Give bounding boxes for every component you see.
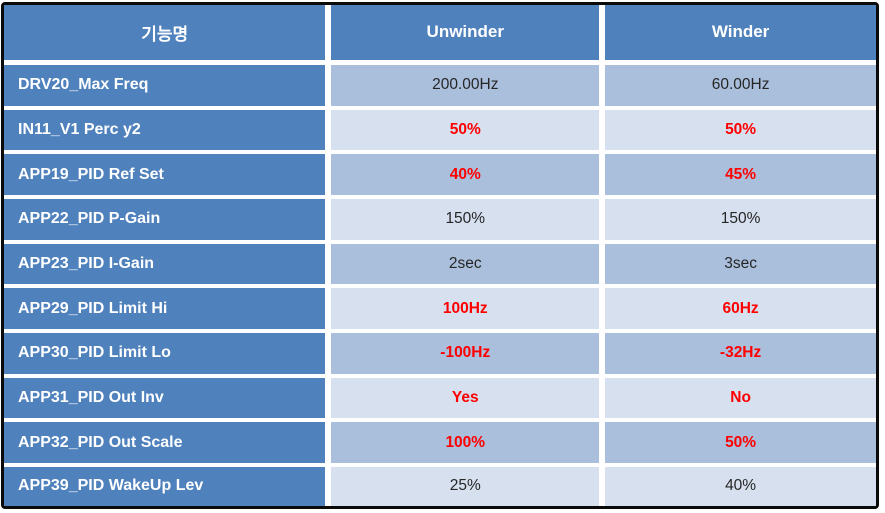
unwinder-value: 2sec	[328, 241, 606, 289]
unwinder-value: 200.00Hz	[328, 62, 606, 110]
unwinder-value: Yes	[328, 375, 606, 423]
winder-value: 60.00Hz	[602, 62, 876, 110]
winder-value: 150%	[602, 196, 876, 244]
row-label: DRV20_Max Freq	[4, 62, 332, 110]
row-label: APP23_PID I-Gain	[4, 241, 332, 289]
table-row: APP39_PID WakeUp Lev 25% 40%	[4, 464, 876, 506]
unwinder-value: 150%	[328, 196, 606, 244]
unwinder-value: -100Hz	[328, 330, 606, 378]
row-label: APP30_PID Limit Lo	[4, 330, 332, 378]
winder-value: 3sec	[602, 241, 876, 289]
table-row: APP19_PID Ref Set 40% 45%	[4, 152, 876, 199]
row-label: APP31_PID Out Inv	[4, 375, 332, 423]
table-row: APP30_PID Limit Lo -100Hz -32Hz	[4, 330, 876, 378]
unwinder-value: 100%	[328, 420, 606, 467]
row-label: APP32_PID Out Scale	[4, 420, 332, 467]
table-row: DRV20_Max Freq 200.00Hz 60.00Hz	[4, 62, 876, 110]
winder-value: 60Hz	[602, 286, 876, 333]
column-header-function-name: 기능명	[4, 5, 332, 65]
table-row: APP22_PID P-Gain 150% 150%	[4, 196, 876, 244]
row-label: APP39_PID WakeUp Lev	[4, 464, 332, 506]
header-row: 기능명 Unwinder Winder	[4, 5, 876, 65]
winder-value: 45%	[602, 152, 876, 199]
parameter-comparison-table: 기능명 Unwinder Winder DRV20_Max Freq 200.0…	[4, 5, 876, 506]
winder-value: 50%	[602, 420, 876, 467]
winder-value: 50%	[602, 107, 876, 155]
table-row: APP31_PID Out Inv Yes No	[4, 375, 876, 423]
unwinder-value: 25%	[328, 464, 606, 506]
row-label: IN11_V1 Perc y2	[4, 107, 332, 155]
winder-value: No	[602, 375, 876, 423]
unwinder-value: 100Hz	[328, 286, 606, 333]
unwinder-value: 50%	[328, 107, 606, 155]
unwinder-value: 40%	[328, 152, 606, 199]
column-header-unwinder: Unwinder	[328, 5, 606, 65]
table-row: APP23_PID I-Gain 2sec 3sec	[4, 241, 876, 289]
table-row: IN11_V1 Perc y2 50% 50%	[4, 107, 876, 155]
row-label: APP19_PID Ref Set	[4, 152, 332, 199]
table-row: APP32_PID Out Scale 100% 50%	[4, 420, 876, 467]
row-label: APP29_PID Limit Hi	[4, 286, 332, 333]
column-header-winder: Winder	[602, 5, 876, 65]
row-label: APP22_PID P-Gain	[4, 196, 332, 244]
winder-value: 40%	[602, 464, 876, 506]
table-row: APP29_PID Limit Hi 100Hz 60Hz	[4, 286, 876, 333]
winder-value: -32Hz	[602, 330, 876, 378]
